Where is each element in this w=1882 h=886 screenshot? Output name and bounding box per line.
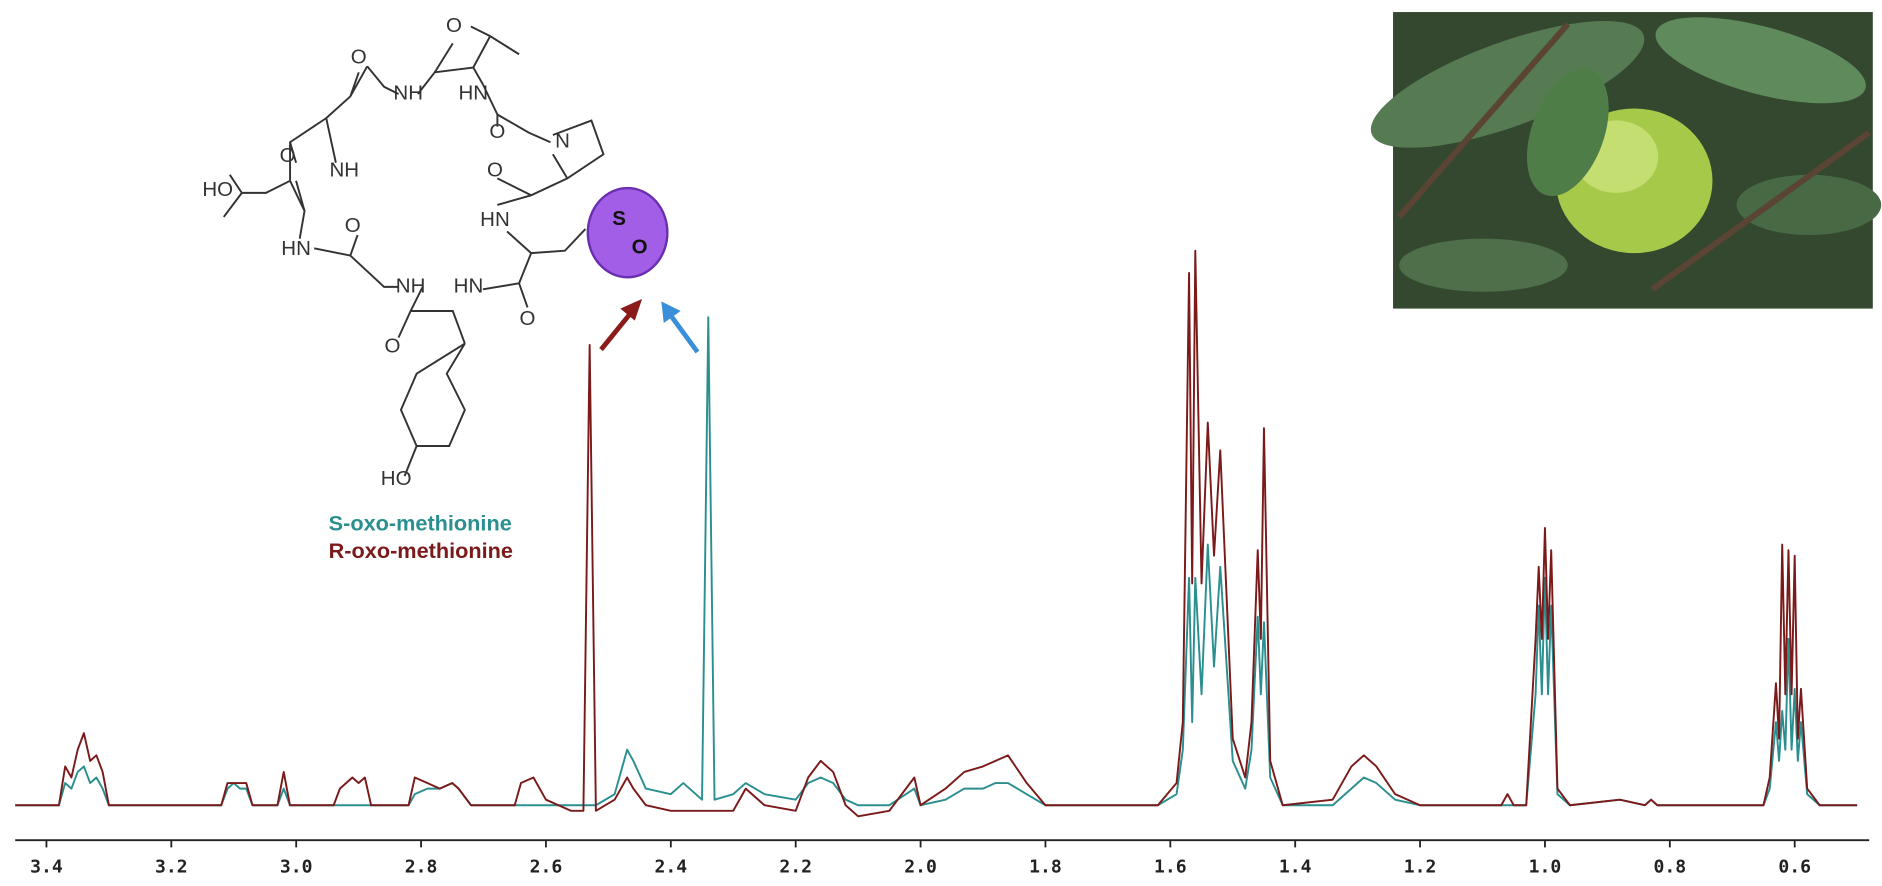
x-tick-label: 3.0 xyxy=(280,857,313,878)
x-tick-label: 1.2 xyxy=(1404,857,1437,878)
atom-label: N xyxy=(555,130,570,153)
atom-label: NH xyxy=(396,274,426,297)
structure-bonds xyxy=(222,25,605,477)
x-tick-label: 2.8 xyxy=(405,857,438,878)
atom-label: O xyxy=(520,307,536,330)
x-tick-label: 0.6 xyxy=(1778,857,1811,878)
atom-label: O xyxy=(489,120,505,143)
arrows xyxy=(599,298,700,354)
atom-label: O xyxy=(385,335,401,358)
atom-label: HN xyxy=(480,208,510,231)
spectrum-line xyxy=(15,249,1858,818)
atom-labels: O O NH HN O N O NH HO O HN HN O NH HN O … xyxy=(202,14,647,490)
atom-label: HO xyxy=(202,178,233,201)
x-tick-label: 2.6 xyxy=(530,857,563,878)
x-tick-label: 0.8 xyxy=(1653,857,1686,878)
photo xyxy=(1370,12,1882,309)
atom-label: O xyxy=(446,14,462,37)
spectrum-line xyxy=(15,316,1858,807)
legend-entry: S-oxo-methionine xyxy=(329,510,512,535)
sulfoxide-group xyxy=(586,186,669,279)
x-tick-label: 1.0 xyxy=(1529,857,1562,878)
atom-label: NH xyxy=(393,81,423,104)
atom-label: S xyxy=(612,207,626,230)
x-tick-label: 2.4 xyxy=(654,857,687,878)
x-tick-label: 1.4 xyxy=(1279,857,1312,878)
atom-label: O xyxy=(487,159,503,182)
atom-label: HN xyxy=(281,237,311,260)
atom-label: O xyxy=(351,45,367,68)
atom-label: O xyxy=(345,214,361,237)
atom-label: O xyxy=(632,236,648,259)
x-tick-label: 1.8 xyxy=(1029,857,1062,878)
x-tick-label: 3.2 xyxy=(155,857,188,878)
legend-entry: R-oxo-methionine xyxy=(329,538,513,563)
x-tick-label: 2.2 xyxy=(779,857,812,878)
x-tick-label: 3.4 xyxy=(30,857,63,878)
atom-label: HO xyxy=(381,467,412,490)
atom-label: HN xyxy=(458,81,488,104)
x-tick-label: 1.6 xyxy=(1154,857,1187,878)
atom-label: HN xyxy=(454,274,484,297)
x-tick-label: 2.0 xyxy=(904,857,937,878)
atom-label: O xyxy=(280,144,296,167)
atom-label: NH xyxy=(330,159,360,182)
